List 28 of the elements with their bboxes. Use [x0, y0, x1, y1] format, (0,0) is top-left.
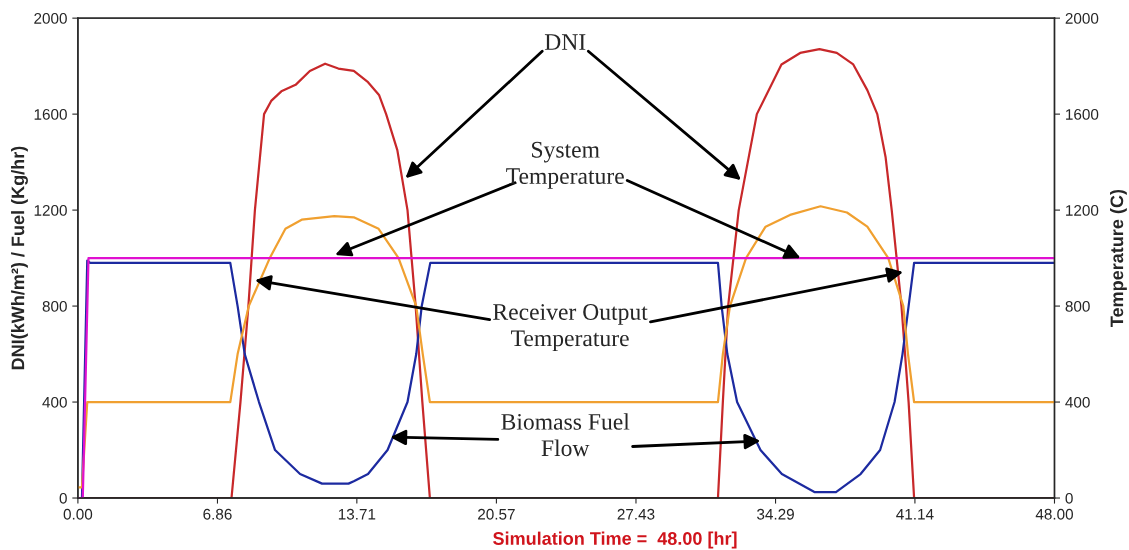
y-tick-label: 1200 [34, 204, 67, 216]
y2-tick-label: 2000 [1065, 13, 1099, 24]
x-tick-label: 34.29 [757, 508, 794, 520]
x-tick-label: 27.43 [617, 508, 655, 520]
y-tick-label: 0 [59, 492, 67, 504]
annotation: System Temperature [506, 141, 624, 189]
y-axis-title: DNI(kWh/m²) / Fuel (Kg/hr) [11, 146, 28, 370]
y2-tick-label: 0 [1065, 492, 1073, 504]
y2-tick-label: 800 [1065, 300, 1090, 312]
x-tick-label: 48.00 [1035, 508, 1074, 520]
y-tick-label: 1600 [34, 108, 67, 120]
y-tick-label: 800 [42, 300, 67, 312]
y2-axis-title: Temperature (C) [1110, 189, 1127, 327]
x-tick-label: 0.00 [63, 508, 93, 520]
x-axis-title: Simulation Time = 48.00 [hr] [493, 531, 737, 549]
y2-tick-label: 1200 [1066, 204, 1099, 216]
annotation: Biomass Fuel Flow [501, 413, 630, 457]
x-tick-label: 13.71 [338, 508, 376, 520]
y2-tick-label: 1600 [1066, 108, 1099, 120]
y2-tick-label: 400 [1065, 396, 1090, 408]
line-series [77, 205, 1055, 489]
annotation: Receiver Output Temperature [493, 304, 648, 352]
y-tick-label: 400 [42, 396, 67, 408]
x-tick-label: 20.57 [478, 508, 515, 520]
x-tick-label: 6.86 [203, 508, 232, 520]
x-tick-label: 41.14 [896, 509, 934, 520]
y-tick-label: 2000 [34, 13, 67, 24]
annotation: DNI [544, 34, 586, 50]
